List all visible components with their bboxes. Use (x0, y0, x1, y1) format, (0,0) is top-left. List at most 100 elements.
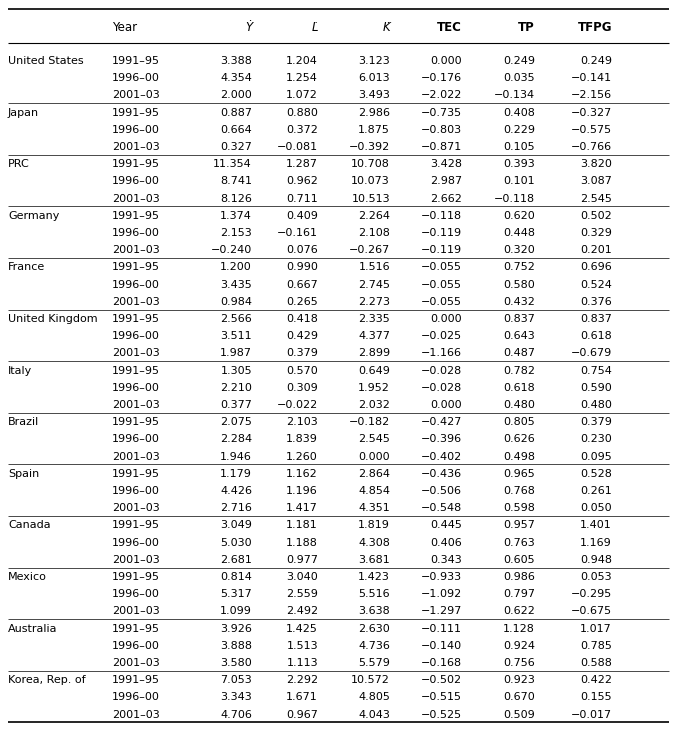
Text: 0.524: 0.524 (580, 280, 612, 289)
Text: −0.028: −0.028 (421, 383, 462, 393)
Text: −0.933: −0.933 (421, 572, 462, 582)
Text: 3.428: 3.428 (430, 160, 462, 169)
Text: France: France (8, 263, 45, 272)
Text: 3.049: 3.049 (220, 520, 252, 531)
Text: −0.525: −0.525 (421, 709, 462, 720)
Text: 1.819: 1.819 (358, 520, 390, 531)
Text: 0.984: 0.984 (220, 297, 252, 306)
Text: 0.249: 0.249 (503, 56, 535, 66)
Text: 2.264: 2.264 (358, 211, 390, 221)
Text: 1.200: 1.200 (220, 263, 252, 272)
Text: 0.377: 0.377 (220, 400, 252, 410)
Text: 10.708: 10.708 (351, 160, 390, 169)
Text: −0.506: −0.506 (421, 486, 462, 496)
Text: 2.681: 2.681 (220, 555, 252, 565)
Text: 0.965: 0.965 (503, 469, 535, 479)
Text: −0.028: −0.028 (421, 366, 462, 375)
Text: −0.182: −0.182 (348, 417, 390, 427)
Text: 0.201: 0.201 (580, 245, 612, 255)
Text: Korea, Rep. of: Korea, Rep. of (8, 675, 86, 685)
Text: 3.040: 3.040 (286, 572, 318, 582)
Text: −0.055: −0.055 (421, 297, 462, 306)
Text: 4.706: 4.706 (220, 709, 252, 720)
Text: 0.588: 0.588 (580, 658, 612, 668)
Text: 1991–95: 1991–95 (112, 108, 160, 117)
Text: 2001–03: 2001–03 (112, 400, 160, 410)
Text: 0.480: 0.480 (503, 400, 535, 410)
Text: 0.986: 0.986 (503, 572, 535, 582)
Text: 2.284: 2.284 (220, 434, 252, 444)
Text: 0.379: 0.379 (580, 417, 612, 427)
Text: 0.598: 0.598 (503, 503, 535, 513)
Text: 1.516: 1.516 (359, 263, 390, 272)
Text: 0.095: 0.095 (580, 452, 612, 462)
Text: 5.030: 5.030 (220, 538, 252, 548)
Text: 4.308: 4.308 (358, 538, 390, 548)
Text: −0.119: −0.119 (421, 228, 462, 238)
Text: 1996–00: 1996–00 (112, 486, 160, 496)
Text: L̇: L̇ (311, 21, 318, 33)
Text: 0.805: 0.805 (503, 417, 535, 427)
Text: 1.196: 1.196 (286, 486, 318, 496)
Text: 4.377: 4.377 (358, 331, 390, 341)
Text: 3.388: 3.388 (220, 56, 252, 66)
Text: 0.580: 0.580 (503, 280, 535, 289)
Text: 0.498: 0.498 (503, 452, 535, 462)
Text: −0.118: −0.118 (421, 211, 462, 221)
Text: 1.671: 1.671 (286, 692, 318, 703)
Text: 1.179: 1.179 (220, 469, 252, 479)
Text: −0.055: −0.055 (421, 263, 462, 272)
Text: 1.374: 1.374 (220, 211, 252, 221)
Text: −2.156: −2.156 (571, 91, 612, 100)
Text: 1991–95: 1991–95 (112, 366, 160, 375)
Text: 1996–00: 1996–00 (112, 589, 160, 600)
Text: 1.875: 1.875 (358, 125, 390, 135)
Text: 0.962: 0.962 (286, 177, 318, 186)
Text: 2.492: 2.492 (286, 606, 318, 617)
Text: 6.013: 6.013 (359, 73, 390, 83)
Text: 3.493: 3.493 (358, 91, 390, 100)
Text: 4.351: 4.351 (359, 503, 390, 513)
Text: −0.161: −0.161 (277, 228, 318, 238)
Text: 0.696: 0.696 (580, 263, 612, 272)
Text: K̇: K̇ (382, 21, 390, 33)
Text: 3.435: 3.435 (220, 280, 252, 289)
Text: 0.409: 0.409 (286, 211, 318, 221)
Text: 0.782: 0.782 (503, 366, 535, 375)
Text: 0.754: 0.754 (580, 366, 612, 375)
Text: 8.126: 8.126 (220, 194, 252, 203)
Text: 1991–95: 1991–95 (112, 469, 160, 479)
Text: 2.662: 2.662 (430, 194, 462, 203)
Text: 0.229: 0.229 (503, 125, 535, 135)
Text: 1991–95: 1991–95 (112, 263, 160, 272)
Text: 0.076: 0.076 (286, 245, 318, 255)
Text: −0.295: −0.295 (571, 589, 612, 600)
Text: 0.393: 0.393 (503, 160, 535, 169)
Text: 1.839: 1.839 (286, 434, 318, 444)
Text: 1996–00: 1996–00 (112, 383, 160, 393)
Text: −0.436: −0.436 (421, 469, 462, 479)
Text: 4.805: 4.805 (358, 692, 390, 703)
Text: 0.230: 0.230 (580, 434, 612, 444)
Text: 1.254: 1.254 (286, 73, 318, 83)
Text: 0.406: 0.406 (430, 538, 462, 548)
Text: Australia: Australia (8, 623, 57, 634)
Text: 0.957: 0.957 (503, 520, 535, 531)
Text: 1996–00: 1996–00 (112, 73, 160, 83)
Text: 0.509: 0.509 (503, 709, 535, 720)
Text: −0.134: −0.134 (494, 91, 535, 100)
Text: 0.620: 0.620 (503, 211, 535, 221)
Text: 2.630: 2.630 (359, 623, 390, 634)
Text: 0.105: 0.105 (503, 142, 535, 152)
Text: 4.854: 4.854 (358, 486, 390, 496)
Text: 2001–03: 2001–03 (112, 194, 160, 203)
Text: 1.188: 1.188 (286, 538, 318, 548)
Text: 2.210: 2.210 (220, 383, 252, 393)
Text: 0.261: 0.261 (580, 486, 612, 496)
Text: 1991–95: 1991–95 (112, 211, 160, 221)
Text: 4.736: 4.736 (358, 641, 390, 651)
Text: 0.035: 0.035 (503, 73, 535, 83)
Text: 0.320: 0.320 (503, 245, 535, 255)
Text: 1.204: 1.204 (286, 56, 318, 66)
Text: 1.423: 1.423 (358, 572, 390, 582)
